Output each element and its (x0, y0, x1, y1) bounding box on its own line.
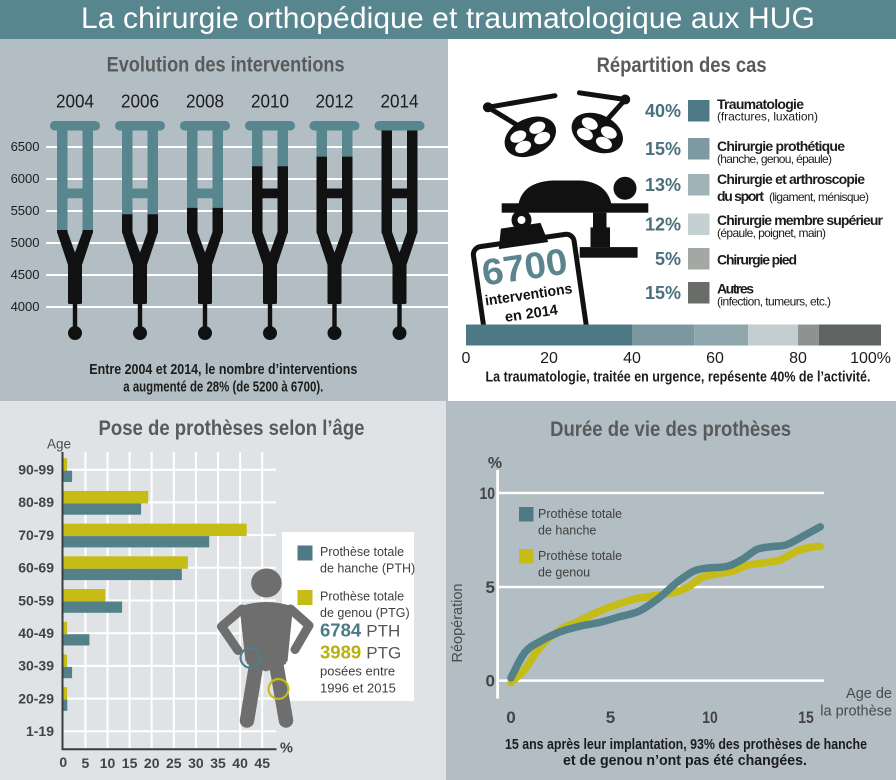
svg-text:10: 10 (702, 708, 718, 727)
svg-text:2004: 2004 (56, 92, 94, 112)
svg-text:4000: 4000 (11, 299, 40, 314)
svg-text:20: 20 (144, 755, 160, 771)
svg-text:posées entre: posées entre (320, 664, 395, 679)
svg-text:25: 25 (166, 755, 182, 771)
svg-text:Prothèse totale: Prothèse totale (320, 545, 404, 559)
svg-text:100%: 100% (850, 350, 891, 367)
svg-text:la prothèse: la prothèse (820, 704, 892, 720)
svg-text:Age: Age (47, 437, 71, 452)
svg-text:5: 5 (486, 578, 495, 597)
svg-text:6000: 6000 (11, 171, 40, 186)
svg-text:10: 10 (480, 484, 496, 503)
svg-text:La traumatologie, traitée en u: La traumatologie, traitée en urgence, re… (486, 369, 871, 386)
svg-text:Entre 2004 et 2014, le nombre: Entre 2004 et 2014, le nombre d’interven… (89, 361, 357, 378)
svg-text:Chirurgie membre supérieur: Chirurgie membre supérieur (717, 212, 884, 228)
svg-text:20: 20 (540, 350, 558, 367)
svg-text:40: 40 (623, 350, 641, 367)
svg-text:%: % (488, 455, 502, 472)
svg-text:Traumatologie: Traumatologie (717, 96, 804, 112)
svg-text:%: % (280, 741, 293, 757)
svg-text:(fractures, luxation): (fractures, luxation) (717, 110, 818, 124)
svg-text:60: 60 (706, 350, 724, 367)
svg-text:5: 5 (82, 755, 90, 771)
svg-text:Chirurgie pied: Chirurgie pied (717, 252, 797, 268)
svg-text:de hanche: de hanche (538, 524, 596, 538)
svg-text:en 2014: en 2014 (504, 302, 559, 325)
svg-text:Prothèse totale: Prothèse totale (320, 590, 404, 604)
svg-text:0: 0 (462, 350, 471, 367)
svg-text:5500: 5500 (11, 203, 40, 218)
svg-text:15%: 15% (645, 139, 681, 159)
svg-text:5000: 5000 (11, 235, 40, 250)
svg-text:Autres: Autres (717, 281, 754, 297)
svg-text:Répartition des cas: Répartition des cas (597, 54, 767, 77)
svg-text:2008: 2008 (186, 92, 224, 112)
svg-text:Age de: Age de (846, 686, 892, 702)
svg-text:10: 10 (100, 755, 116, 771)
svg-text:20-29: 20-29 (18, 690, 54, 706)
svg-text:a augmenté de 28% (de 5200 à 6: a augmenté de 28% (de 5200 à 6700). (123, 379, 323, 396)
svg-text:40%: 40% (645, 101, 681, 121)
svg-text:de genou (PTG): de genou (PTG) (320, 606, 410, 620)
svg-text:(épaule, poignet, main): (épaule, poignet, main) (717, 226, 826, 240)
svg-text:2014: 2014 (381, 92, 419, 112)
svg-text:6500: 6500 (11, 139, 40, 154)
svg-text:15 ans après leur implantation: 15 ans après leur implantation, 93% des … (505, 736, 867, 753)
svg-text:30-39: 30-39 (18, 658, 54, 674)
svg-text:40: 40 (232, 755, 248, 771)
svg-text:de genou: de genou (538, 566, 590, 580)
svg-text:Chirurgie et arthroscopie: Chirurgie et arthroscopie (717, 171, 865, 187)
svg-text:0: 0 (59, 754, 67, 770)
svg-text:2010: 2010 (251, 92, 289, 112)
svg-text:30: 30 (188, 755, 204, 771)
svg-text:Prothèse totale: Prothèse totale (538, 549, 622, 563)
svg-text:Réopération: Réopération (450, 584, 466, 663)
svg-text:Chirurgie prothétique: Chirurgie prothétique (717, 138, 845, 154)
svg-text:1-19: 1-19 (26, 723, 54, 739)
svg-text:45: 45 (254, 755, 270, 771)
svg-text:15: 15 (122, 755, 138, 771)
svg-text:et de genou n’ont pas été chan: et de genou n’ont pas été changées. (563, 752, 807, 769)
svg-text:(infection, tumeurs, etc.): (infection, tumeurs, etc.) (717, 295, 831, 309)
svg-text:80: 80 (789, 350, 807, 367)
svg-text:50-59: 50-59 (18, 592, 54, 608)
svg-text:2006: 2006 (121, 92, 159, 112)
svg-text:de hanche (PTH): de hanche (PTH) (320, 562, 415, 576)
svg-text:70-79: 70-79 (18, 527, 54, 543)
svg-text:90-99: 90-99 (18, 462, 54, 478)
svg-text:15: 15 (798, 708, 814, 727)
svg-text:3989 PTG: 3989 PTG (320, 642, 401, 663)
svg-text:(hanche, genou, épaule): (hanche, genou, épaule) (717, 152, 832, 166)
svg-text:0: 0 (506, 708, 515, 727)
svg-text:du sport: du sport (717, 188, 764, 204)
svg-text:35: 35 (210, 755, 226, 771)
svg-text:5: 5 (606, 708, 615, 727)
svg-text:0: 0 (486, 672, 495, 691)
svg-text:13%: 13% (645, 175, 681, 195)
svg-text:5%: 5% (655, 249, 681, 269)
svg-text:40-49: 40-49 (18, 625, 54, 641)
svg-text:1996 et 2015: 1996 et 2015 (320, 681, 396, 696)
svg-text:2012: 2012 (316, 92, 354, 112)
svg-text:(ligament, ménisque): (ligament, ménisque) (769, 190, 869, 204)
svg-text:12%: 12% (645, 215, 681, 235)
svg-text:Pose de prothèses selon l’âge: Pose de prothèses selon l’âge (99, 416, 365, 440)
svg-text:80-89: 80-89 (18, 494, 54, 510)
svg-text:60-69: 60-69 (18, 560, 54, 576)
svg-text:Evolution des interventions: Evolution des interventions (107, 54, 345, 77)
svg-text:4500: 4500 (11, 267, 40, 282)
svg-text:Prothèse totale: Prothèse totale (538, 507, 622, 521)
svg-text:Durée de vie des prothèses: Durée de vie des prothèses (550, 417, 791, 441)
svg-text:15%: 15% (645, 283, 681, 303)
svg-text:6784 PTH: 6784 PTH (320, 620, 400, 641)
